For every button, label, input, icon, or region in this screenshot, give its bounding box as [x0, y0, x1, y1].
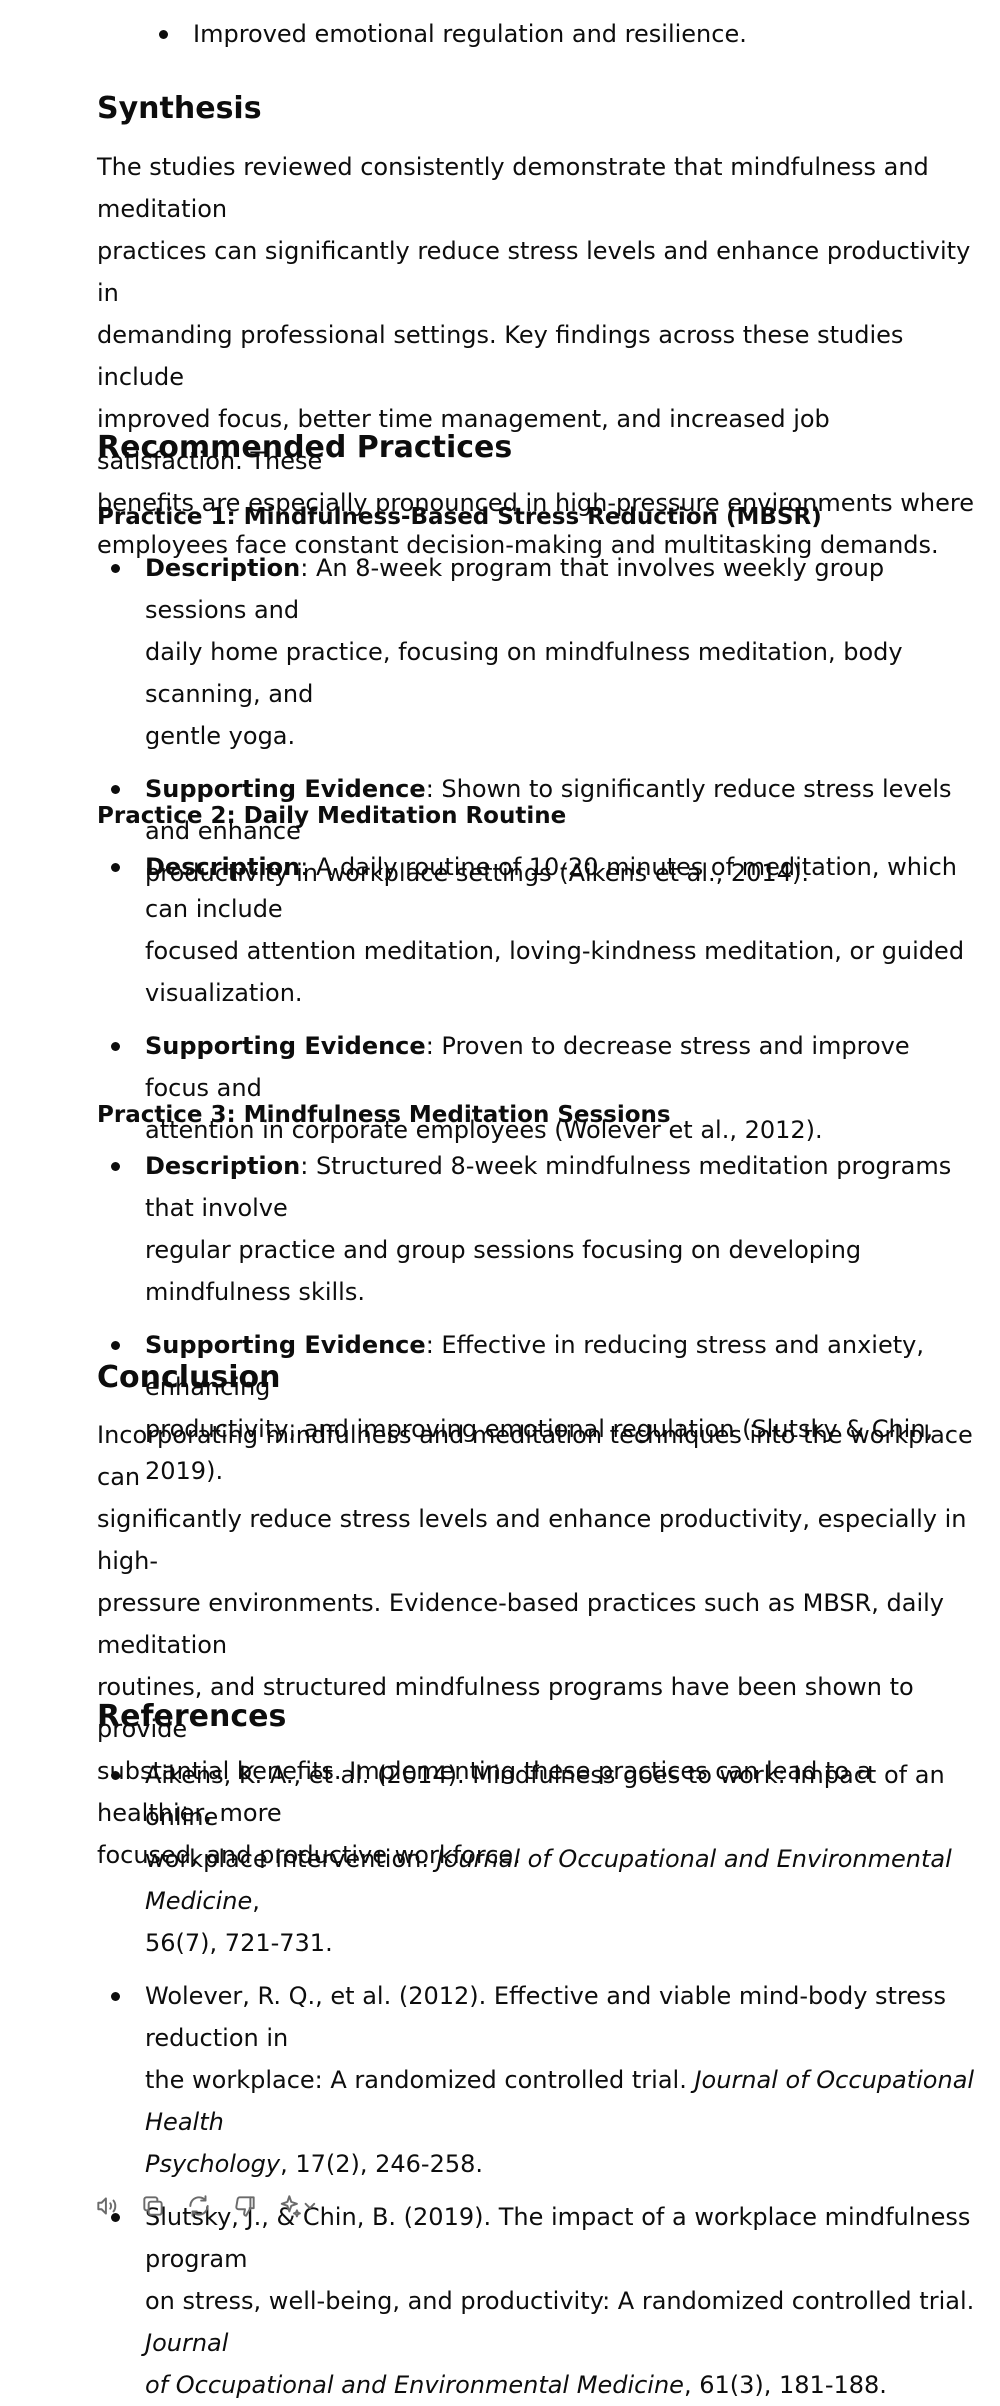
text-line: The studies reviewed consistently demons… [97, 153, 929, 223]
text: attention in corporate employees (Woleve… [145, 1116, 823, 1144]
text: visualization. [145, 979, 303, 1007]
message-action-toolbar [91, 2190, 321, 2222]
section-heading-conclusion: Conclusion [97, 1360, 281, 1395]
text: : An 8-week program that involves weekly… [145, 554, 885, 624]
text-line: routines, and structured mindfulness pro… [97, 1673, 914, 1743]
text-line: practices can significantly reduce stres… [97, 237, 971, 307]
description-label: Description [145, 853, 301, 881]
text: Wolever, R. Q., et al. (2012). Effective… [145, 1982, 947, 2052]
text-line: focused, and productive workforce. [97, 1841, 521, 1869]
text: productivity, and improving emotional re… [145, 1415, 934, 1485]
text: : Effective in reducing stress and anxie… [145, 1331, 924, 1401]
text: 56(7), 721-731. [145, 1929, 333, 1957]
evidence-label: Supporting Evidence [145, 1331, 426, 1359]
text: : Proven to decrease stress and improve … [145, 1032, 910, 1102]
list-item-text: Improved emotional regulation and resili… [193, 20, 747, 48]
practice-1-title: Practice 1: Mindfulness-Based Stress Red… [97, 504, 822, 530]
reference-item: Slutsky, J., & Chin, B. (2019). The impa… [97, 2196, 977, 2406]
read-aloud-button[interactable] [91, 2190, 123, 2222]
bad-response-button[interactable] [229, 2190, 261, 2222]
practice-1-list: Description: An 8-week program that invo… [97, 547, 977, 894]
journal-title: Psychology [145, 2150, 281, 2178]
text: : A daily routine of 10-20 minutes of me… [145, 853, 957, 923]
text: regular practice and group sessions focu… [145, 1236, 862, 1306]
text: : Shown to significantly reduce stress l… [145, 775, 952, 845]
description-label: Description [145, 1152, 301, 1180]
regenerate-button[interactable] [183, 2190, 215, 2222]
practice-3-list: Description: Structured 8-week mindfulne… [97, 1145, 977, 1492]
text-line: employees face constant decision-making … [97, 531, 939, 559]
text: Slutsky, J., & Chin, B. (2019). The impa… [145, 2203, 971, 2273]
list-item: Description: Structured 8-week mindfulne… [97, 1145, 977, 1313]
text-line: Incorporating mindfulness and meditation… [97, 1421, 973, 1491]
text: productivity in workplace settings (Aike… [145, 859, 809, 887]
references-list: Aikens, K. A., et al. (2014). Mindfulnes… [97, 1754, 977, 2406]
text: : Structured 8-week mindfulness meditati… [145, 1152, 952, 1222]
text-line: pressure environments. Evidence-based pr… [97, 1589, 945, 1659]
evidence-label: Supporting Evidence [145, 1032, 426, 1060]
list-item: Supporting Evidence: Effective in reduci… [97, 1324, 977, 1492]
text: Aikens, K. A., et al. (2014). Mindfulnes… [145, 1761, 945, 1831]
reference-item: Aikens, K. A., et al. (2014). Mindfulnes… [97, 1754, 977, 1964]
list-item: Improved emotional regulation and resili… [145, 13, 747, 55]
text: on stress, well-being, and productivity:… [145, 2287, 975, 2315]
text-line: benefits are especially pronounced in hi… [97, 489, 974, 517]
list-item: Description: A daily routine of 10-20 mi… [97, 846, 977, 1014]
practice-3-title: Practice 3: Mindfulness Meditation Sessi… [97, 1102, 671, 1128]
text: workplace intervention. [145, 1845, 437, 1873]
journal-title: Journal of Occupational and Environmenta… [145, 1845, 952, 1915]
text: gentle yoga. [145, 722, 296, 750]
section-heading-references: References [97, 1699, 287, 1734]
text-line: demanding professional settings. Key fin… [97, 321, 904, 391]
description-label: Description [145, 554, 301, 582]
synthesis-paragraph: The studies reviewed consistently demons… [97, 146, 977, 566]
regenerate-icon [189, 2195, 209, 2217]
section-heading-synthesis: Synthesis [97, 91, 262, 126]
journal-title: Journal of Occupational Health [145, 2066, 975, 2136]
text-line: substantial benefits. Implementing these… [97, 1757, 872, 1827]
list-item: Supporting Evidence: Proven to decrease … [97, 1025, 977, 1151]
list-item: Supporting Evidence: Shown to significan… [97, 768, 977, 894]
copy-button[interactable] [137, 2190, 169, 2222]
text: daily home practice, focusing on mindful… [145, 638, 903, 708]
section-heading-recommended-practices: Recommended Practices [97, 430, 513, 465]
evidence-label: Supporting Evidence [145, 775, 426, 803]
thumbs-down-icon [235, 2196, 255, 2217]
sparkle-model-icon [280, 2195, 316, 2218]
practice-2-title: Practice 2: Daily Meditation Routine [97, 803, 567, 829]
reference-item: Wolever, R. Q., et al. (2012). Effective… [97, 1975, 977, 2185]
practice-2-list: Description: A daily routine of 10-20 mi… [97, 846, 977, 1151]
text-line: improved focus, better time management, … [97, 405, 830, 475]
text-line: significantly reduce stress levels and e… [97, 1505, 967, 1575]
journal-title: of Occupational and Environmental Medici… [145, 2371, 684, 2399]
conclusion-paragraph: Incorporating mindfulness and meditation… [97, 1414, 977, 1876]
text: , [252, 1887, 260, 1915]
text: the workplace: A randomized controlled t… [145, 2066, 695, 2094]
text: , 61(3), 181-188. [683, 2371, 887, 2399]
change-model-button[interactable] [275, 2190, 321, 2222]
speaker-icon [97, 2197, 117, 2215]
copy-icon [143, 2196, 163, 2216]
text: focused attention meditation, loving-kin… [145, 937, 965, 965]
list-item: Description: An 8-week program that invo… [97, 547, 977, 757]
text: , 17(2), 246-258. [280, 2150, 484, 2178]
journal-title: Journal [145, 2329, 229, 2357]
